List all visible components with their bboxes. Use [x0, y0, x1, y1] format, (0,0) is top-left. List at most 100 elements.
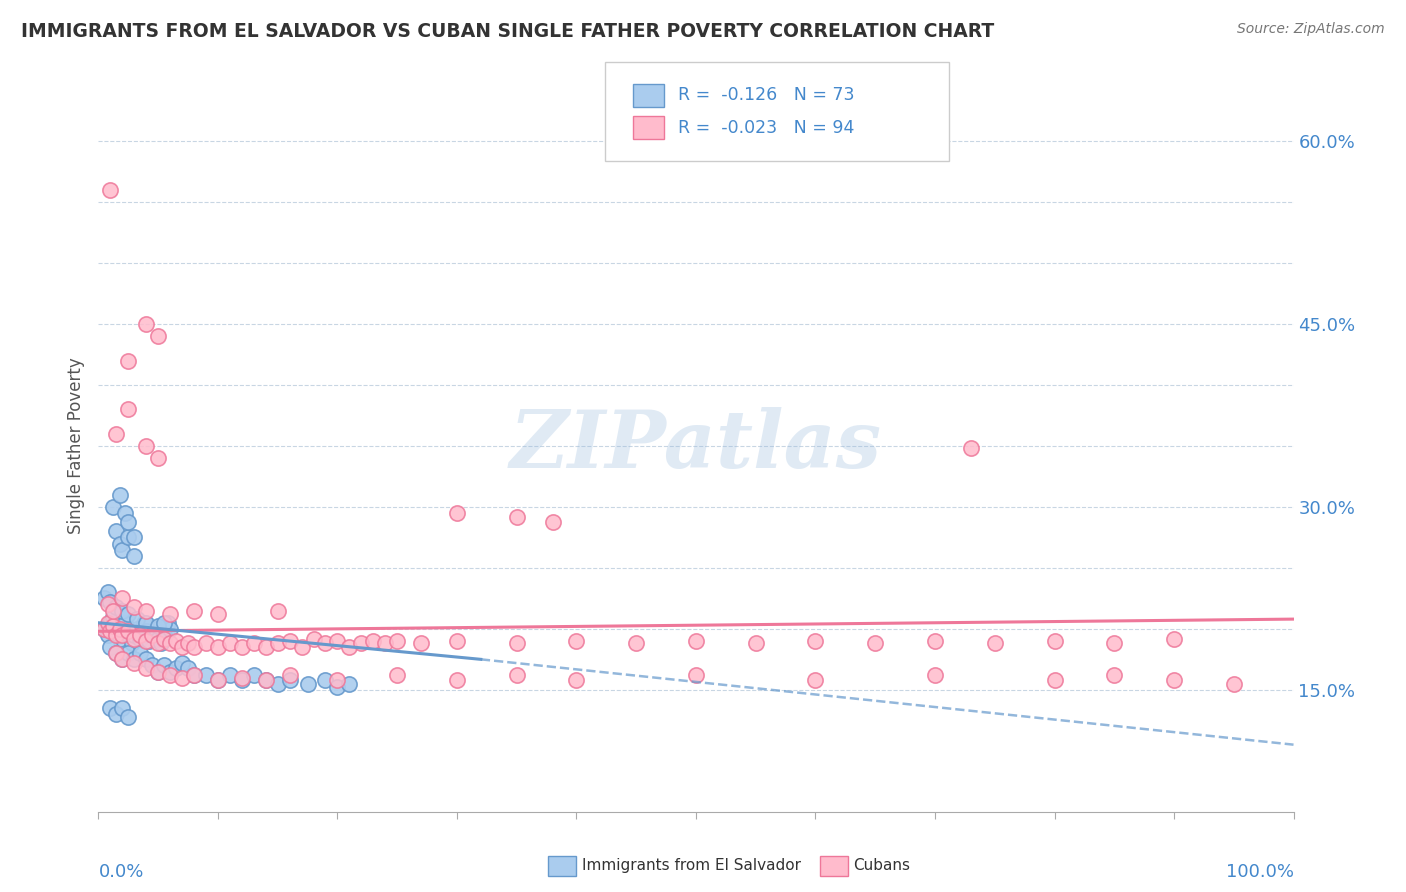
Point: [149, 636, 172, 650]
Point: [124, 549, 146, 563]
Point: [1043, 634, 1066, 648]
Point: [865, 636, 887, 650]
Point: [135, 661, 157, 675]
Point: [1163, 632, 1185, 646]
Point: [267, 636, 290, 650]
Point: [207, 640, 229, 655]
Point: [541, 515, 564, 529]
Point: [165, 634, 187, 648]
Point: [153, 628, 176, 642]
Point: [254, 673, 277, 687]
Point: [159, 622, 181, 636]
Text: Immigrants from El Salvador: Immigrants from El Salvador: [582, 858, 801, 872]
Point: [804, 673, 827, 687]
Point: [267, 603, 290, 617]
Point: [111, 652, 134, 666]
Point: [98, 640, 122, 655]
Point: [124, 656, 146, 670]
Point: [111, 622, 134, 636]
Point: [117, 624, 139, 639]
Point: [159, 668, 181, 682]
Point: [159, 607, 181, 622]
Point: [108, 632, 131, 646]
Point: [93, 591, 115, 606]
Point: [105, 646, 128, 660]
Point: [278, 668, 301, 682]
Point: [135, 317, 157, 331]
Point: [101, 619, 124, 633]
Point: [984, 636, 1007, 650]
Point: [135, 634, 157, 648]
Point: [105, 628, 128, 642]
Point: [326, 634, 349, 648]
Point: [145, 622, 167, 636]
Point: [97, 598, 120, 612]
Point: [626, 636, 648, 650]
Point: [98, 595, 122, 609]
Point: [291, 640, 314, 655]
Point: [153, 658, 176, 673]
Point: [148, 619, 170, 633]
Point: [117, 709, 139, 723]
Y-axis label: Single Father Poverty: Single Father Poverty: [66, 358, 84, 534]
Point: [124, 652, 146, 666]
Point: [219, 636, 242, 650]
Point: [243, 668, 266, 682]
Point: [105, 599, 128, 614]
Point: [1043, 673, 1066, 687]
Point: [446, 506, 468, 520]
Point: [156, 615, 179, 630]
Point: [93, 622, 115, 636]
Point: [124, 632, 146, 646]
Point: [129, 632, 152, 646]
Point: [165, 661, 187, 675]
Point: [195, 668, 218, 682]
Point: [121, 636, 143, 650]
Point: [129, 628, 152, 642]
Point: [177, 636, 200, 650]
Point: [132, 615, 155, 630]
Point: [98, 624, 122, 639]
Point: [105, 624, 128, 639]
Point: [159, 665, 181, 679]
Point: [565, 673, 588, 687]
Point: [278, 673, 301, 687]
Point: [297, 676, 319, 690]
Point: [172, 671, 194, 685]
Text: 0.0%: 0.0%: [98, 863, 143, 881]
Point: [135, 652, 157, 666]
Point: [98, 183, 122, 197]
Point: [125, 612, 148, 626]
Point: [108, 536, 131, 550]
Point: [207, 607, 229, 622]
Point: [111, 542, 134, 557]
Point: [231, 640, 253, 655]
Point: [117, 646, 139, 660]
Point: [745, 636, 768, 650]
Point: [117, 530, 139, 544]
Point: [124, 599, 146, 614]
Point: [117, 607, 139, 622]
Point: [506, 636, 529, 650]
Text: R =  -0.126   N = 73: R = -0.126 N = 73: [678, 87, 855, 104]
Point: [129, 646, 152, 660]
Point: [302, 632, 325, 646]
Point: [108, 488, 131, 502]
Point: [278, 634, 301, 648]
Point: [101, 500, 124, 514]
Point: [124, 530, 146, 544]
Point: [1104, 636, 1126, 650]
Point: [153, 615, 176, 630]
Point: [135, 615, 157, 630]
Text: Cubans: Cubans: [853, 858, 911, 872]
Point: [183, 668, 205, 682]
Point: [114, 506, 136, 520]
Point: [135, 603, 157, 617]
Point: [231, 673, 253, 687]
Point: [125, 622, 148, 636]
Point: [148, 665, 170, 679]
Point: [105, 707, 128, 722]
Point: [339, 640, 361, 655]
Point: [117, 628, 139, 642]
Point: [105, 524, 128, 539]
